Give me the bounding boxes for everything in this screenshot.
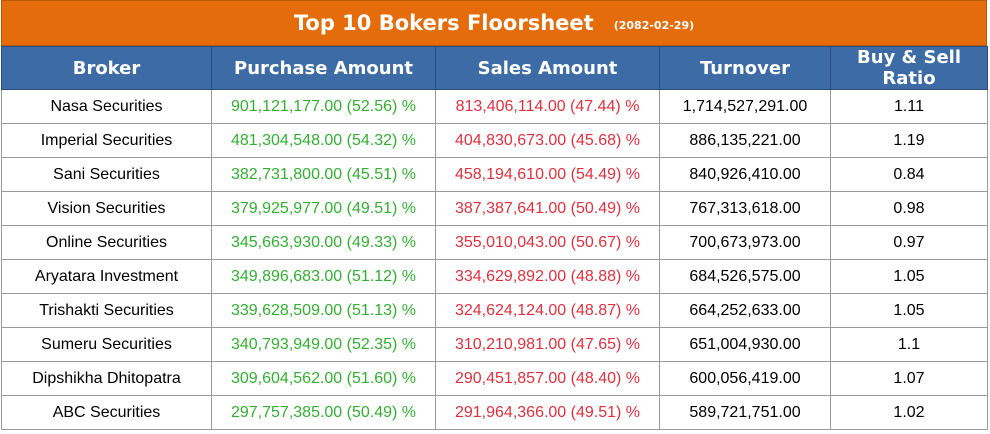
purchase-cell: 339,628,509.00 (51.13) % — [211, 293, 436, 328]
turnover-cell: 600,056,419.00 — [659, 361, 831, 396]
purchase-cell: 382,731,800.00 (45.51) % — [211, 157, 436, 192]
title-date: (2082-02-29) — [613, 18, 695, 32]
broker-cell: Nasa Securities — [1, 89, 212, 124]
sales-cell: 387,387,641.00 (50.49) % — [435, 191, 660, 226]
table-row: Online Securities 345,663,930.00 (49.33)… — [1, 225, 988, 260]
column-header-broker: Broker — [1, 46, 212, 90]
purchase-cell: 309,604,562.00 (51.60) % — [211, 361, 436, 396]
turnover-cell: 767,313,618.00 — [659, 191, 831, 226]
table-row: Sani Securities 382,731,800.00 (45.51) %… — [1, 157, 988, 192]
turnover-cell: 589,721,751.00 — [659, 395, 831, 430]
broker-cell: Vision Securities — [1, 191, 212, 226]
sales-cell: 355,010,043.00 (50.67) % — [435, 225, 660, 260]
sales-cell: 310,210,981.00 (47.65) % — [435, 327, 660, 362]
column-header-purchase: Purchase Amount — [211, 46, 436, 90]
turnover-cell: 700,673,973.00 — [659, 225, 831, 260]
ratio-cell: 1.05 — [830, 293, 988, 328]
column-header-sales: Sales Amount — [435, 46, 660, 90]
table-row: Dipshikha Dhitopatra 309,604,562.00 (51.… — [1, 361, 988, 396]
ratio-cell: 1.05 — [830, 259, 988, 294]
ratio-cell: 1.07 — [830, 361, 988, 396]
broker-cell: Imperial Securities — [1, 123, 212, 158]
ratio-cell: 1.11 — [830, 89, 988, 124]
ratio-cell: 1.02 — [830, 395, 988, 430]
purchase-cell: 379,925,977.00 (49.51) % — [211, 191, 436, 226]
ratio-cell: 0.98 — [830, 191, 988, 226]
purchase-cell: 901,121,177.00 (52.56) % — [211, 89, 436, 124]
ratio-cell: 0.97 — [830, 225, 988, 260]
ratio-cell: 1.19 — [830, 123, 988, 158]
column-header-turnover: Turnover — [659, 46, 831, 90]
sales-cell: 404,830,673.00 (45.68) % — [435, 123, 660, 158]
broker-cell: Aryatara Investment — [1, 259, 212, 294]
broker-cell: Online Securities — [1, 225, 212, 260]
turnover-cell: 684,526,575.00 — [659, 259, 831, 294]
header-row: Broker Purchase Amount Sales Amount Turn… — [1, 46, 988, 90]
sales-cell: 290,451,857.00 (48.40) % — [435, 361, 660, 396]
floorsheet-table: Broker Purchase Amount Sales Amount Turn… — [1, 46, 988, 430]
sales-cell: 291,964,366.00 (49.51) % — [435, 395, 660, 430]
turnover-cell: 664,252,633.00 — [659, 293, 831, 328]
broker-cell: ABC Securities — [1, 395, 212, 430]
table-row: Nasa Securities 901,121,177.00 (52.56) %… — [1, 89, 988, 124]
title-bar: Top 10 Bokers Floorsheet (2082-02-29) — [1, 0, 987, 46]
turnover-cell: 840,926,410.00 — [659, 157, 831, 192]
broker-cell: Trishakti Securities — [1, 293, 212, 328]
turnover-cell: 1,714,527,291.00 — [659, 89, 831, 124]
table-row: ABC Securities 297,757,385.00 (50.49) % … — [1, 395, 988, 430]
purchase-cell: 481,304,548.00 (54.32) % — [211, 123, 436, 158]
purchase-cell: 345,663,930.00 (49.33) % — [211, 225, 436, 260]
sales-cell: 458,194,610.00 (54.49) % — [435, 157, 660, 192]
purchase-cell: 297,757,385.00 (50.49) % — [211, 395, 436, 430]
sales-cell: 324,624,124.00 (48.87) % — [435, 293, 660, 328]
sales-cell: 334,629,892.00 (48.88) % — [435, 259, 660, 294]
column-header-ratio: Buy & Sell Ratio — [830, 46, 988, 90]
page-title: Top 10 Bokers Floorsheet — [293, 11, 594, 35]
table-row: Aryatara Investment 349,896,683.00 (51.1… — [1, 259, 988, 294]
sales-cell: 813,406,114.00 (47.44) % — [435, 89, 660, 124]
ratio-cell: 0.84 — [830, 157, 988, 192]
turnover-cell: 651,004,930.00 — [659, 327, 831, 362]
table-row: Vision Securities 379,925,977.00 (49.51)… — [1, 191, 988, 226]
broker-cell: Dipshikha Dhitopatra — [1, 361, 212, 396]
broker-cell: Sani Securities — [1, 157, 212, 192]
turnover-cell: 886,135,221.00 — [659, 123, 831, 158]
table-row: Imperial Securities 481,304,548.00 (54.3… — [1, 123, 988, 158]
purchase-cell: 340,793,949.00 (52.35) % — [211, 327, 436, 362]
table-row: Trishakti Securities 339,628,509.00 (51.… — [1, 293, 988, 328]
ratio-cell: 1.1 — [830, 327, 988, 362]
table-row: Sumeru Securities 340,793,949.00 (52.35)… — [1, 327, 988, 362]
broker-cell: Sumeru Securities — [1, 327, 212, 362]
purchase-cell: 349,896,683.00 (51.12) % — [211, 259, 436, 294]
